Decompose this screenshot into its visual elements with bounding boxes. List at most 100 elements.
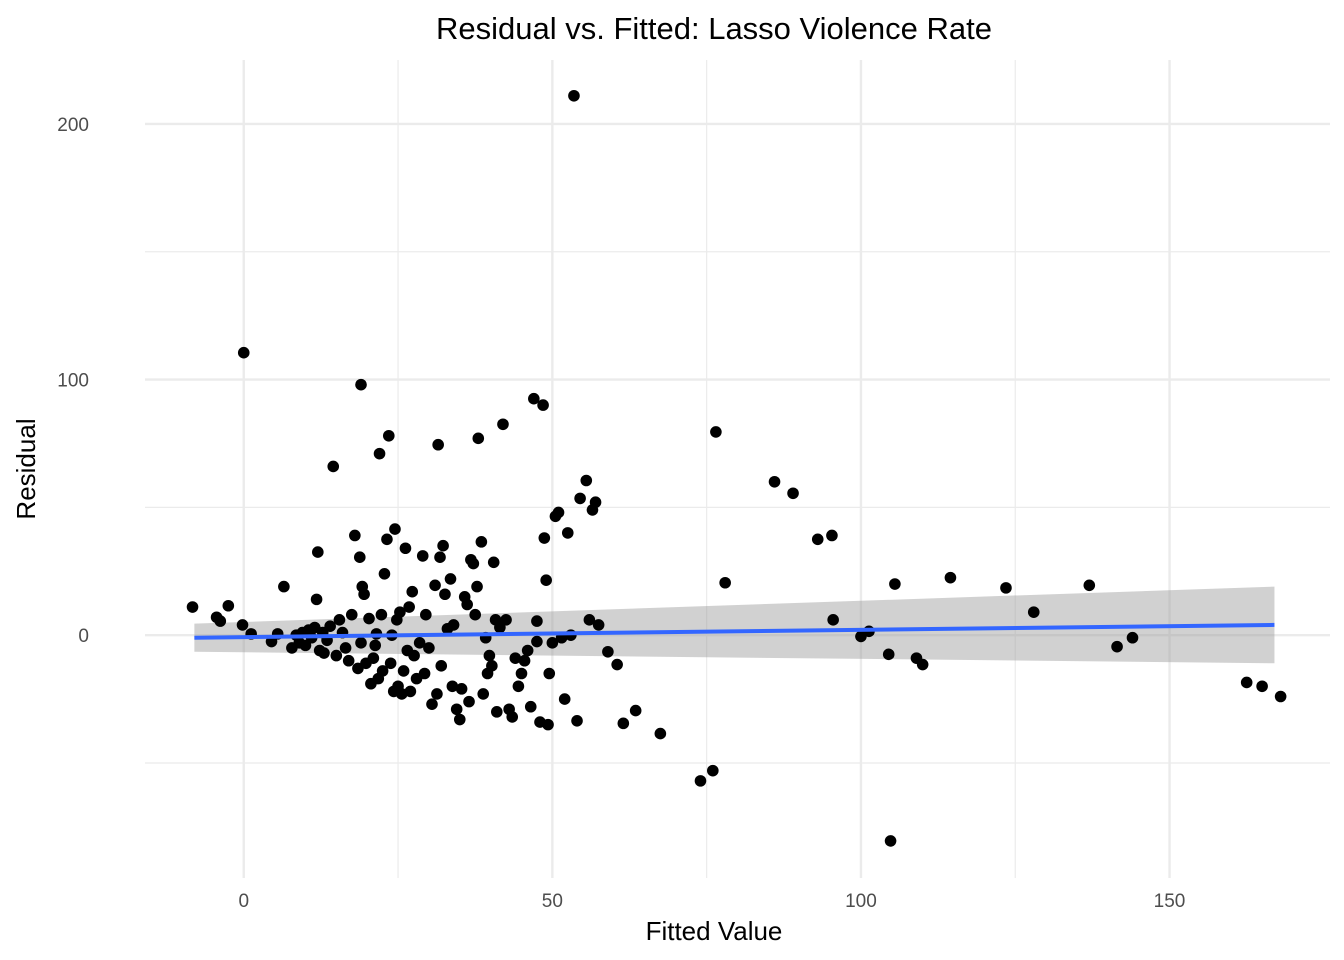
data-point [1240,676,1253,689]
data-point [278,580,290,593]
data-point [453,713,466,726]
data-point [330,649,343,662]
trend-line [194,622,1275,640]
data-point [312,546,324,558]
data-point [450,703,463,716]
data-point [342,654,355,667]
data-point [447,619,460,631]
data-point [237,346,250,359]
data-point [333,614,346,626]
data-point [432,438,444,451]
x-tick-label: 0 [238,891,249,912]
data-point [467,557,480,570]
confidence-band [194,586,1275,664]
data-point [583,614,596,626]
data-point [469,608,481,621]
data-points [186,89,1287,847]
x-tick-label: 50 [542,891,563,912]
data-point [420,608,432,621]
data-point [589,496,602,509]
data-point [542,718,554,731]
data-point [339,642,352,654]
data-point [811,533,824,546]
data-point [537,399,549,411]
data-point [889,578,901,590]
data-point [435,660,448,672]
data-point [463,695,475,708]
data-point [355,637,367,649]
data-point [490,706,503,718]
data-point [1111,640,1123,653]
data-point [437,539,449,552]
data-point [531,615,543,627]
data-point [327,460,340,473]
data-point [355,378,367,391]
data-point [826,529,838,542]
data-point [408,649,420,662]
data-point [509,652,522,664]
data-point [399,542,412,555]
data-point [561,527,574,539]
data-point [358,588,370,601]
data-point [413,637,426,649]
data-point [384,657,397,670]
data-point [602,645,614,658]
data-point [707,764,719,777]
data-point [580,474,593,487]
y-tick-label: 0 [78,626,89,647]
x-axis-label: Fitted Value [646,916,783,946]
data-point [884,835,897,847]
data-point [518,654,531,667]
y-tick-label: 200 [57,115,89,136]
data-point [345,608,358,621]
data-point [378,568,391,580]
data-point [521,644,534,657]
data-point [543,667,556,680]
data-point [446,680,459,693]
data-point [389,523,401,535]
data-point [444,573,457,585]
data-point [418,667,431,680]
data-point [222,599,235,612]
data-point [500,614,512,626]
data-point [353,551,366,563]
data-point [1083,579,1096,592]
data-point [546,637,559,649]
data-point [506,711,519,723]
data-point [477,688,490,700]
data-point [944,571,957,584]
data-point [471,580,483,593]
data-point [397,665,410,677]
data-point [1256,680,1268,693]
data-point [538,532,551,544]
data-point [486,660,498,672]
chart-title: Residual vs. Fitted: Lasso Violence Rate [436,11,992,46]
data-point [611,658,623,671]
data-point [497,418,509,431]
data-point [381,533,393,546]
data-point [394,606,406,618]
data-point [524,700,537,713]
data-point [406,585,419,598]
data-point [574,492,586,505]
data-point [382,429,395,442]
data-point [318,647,330,659]
data-point [515,667,528,680]
data-point [571,714,583,727]
data-point [455,683,468,695]
data-point [629,704,642,717]
data-point [1274,690,1287,703]
data-point [310,593,323,606]
data-point [214,615,227,627]
data-point [558,693,571,705]
data-point [186,601,199,613]
data-point [1126,631,1139,644]
data-point [568,89,580,102]
data-point [1027,606,1040,618]
data-point [349,529,361,542]
data-point [367,652,380,664]
data-point [552,506,565,519]
data-point [429,579,441,592]
y-axis-label: Residual [11,418,41,519]
data-point [416,550,429,562]
